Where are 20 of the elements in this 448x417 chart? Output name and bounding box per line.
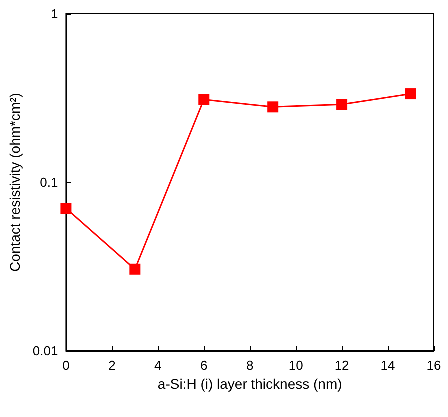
y-axis-title: Contact resistivity (ohm*cm²) — [7, 93, 23, 272]
point — [336, 99, 348, 110]
x-tick-label: 4 — [154, 358, 162, 373]
y-tick-label: 1 — [50, 6, 58, 22]
point — [268, 102, 279, 113]
x-tick-label: 6 — [200, 358, 208, 373]
x-tick-label: 14 — [380, 358, 396, 373]
x-tick-label: 0 — [62, 358, 70, 373]
point — [60, 203, 72, 214]
x-tick-label: 16 — [426, 358, 442, 373]
point — [406, 88, 417, 100]
y-tick-label: 0.01 — [32, 344, 58, 358]
point — [130, 264, 141, 275]
x-axis-title: a-Si:H (i) layer thickness (nm) — [158, 376, 342, 392]
x-tick-label: 2 — [108, 358, 116, 373]
point — [198, 94, 210, 106]
x-tick-label: 12 — [334, 358, 350, 373]
x-tick-label: 10 — [288, 358, 304, 373]
y-tick-label: 0.1 — [40, 175, 58, 190]
x-tick-label: 8 — [246, 358, 254, 373]
